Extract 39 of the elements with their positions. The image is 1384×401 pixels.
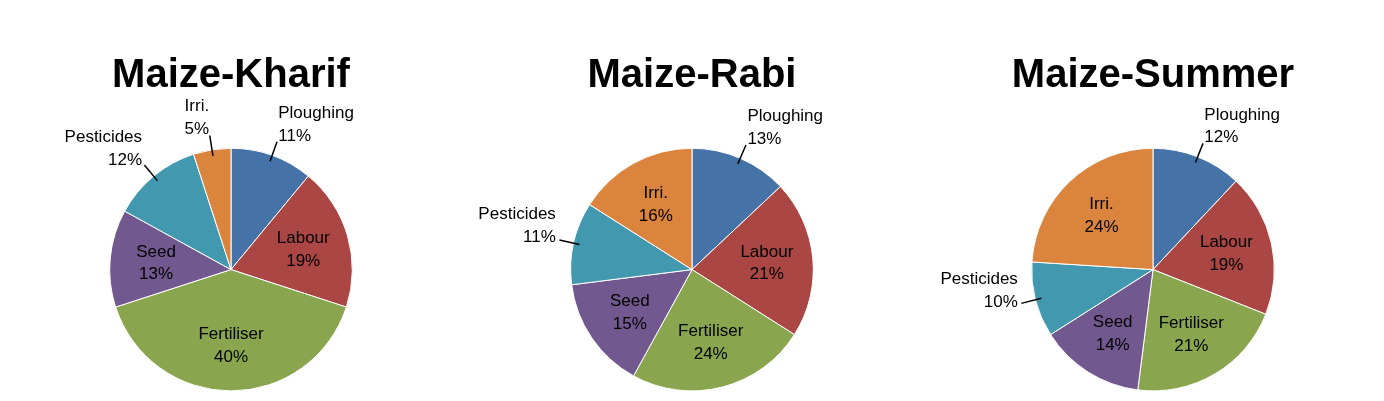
data-label: 14%	[1095, 334, 1130, 354]
slice-label: Ploughing	[1204, 104, 1280, 124]
data-label: 24%	[1084, 216, 1119, 236]
slice-label: Fertiliser	[198, 323, 264, 343]
slice-label: Pesticides	[940, 268, 1018, 288]
slice-label: Irri.	[1089, 193, 1114, 213]
data-label: 40%	[213, 346, 249, 366]
slice-label: Seed	[1092, 312, 1133, 332]
data-label: 12%	[1204, 127, 1239, 147]
data-label: 24%	[693, 344, 728, 364]
data-label: 11%	[278, 125, 312, 145]
data-label: 21%	[1174, 336, 1209, 356]
slice-label: Labour	[740, 241, 794, 261]
slice-label: Labour	[1199, 232, 1254, 252]
data-label: 19%	[286, 250, 321, 270]
slice-label: Fertiliser	[678, 321, 744, 341]
data-label: 10%	[983, 291, 1018, 311]
chart-title: Maize-Summer	[1011, 51, 1295, 96]
slice-label: Ploughing	[747, 106, 824, 126]
slice-label: Ploughing	[278, 102, 354, 122]
data-label: 12%	[108, 149, 143, 169]
slice-label: Irri.	[184, 96, 210, 116]
slice-label: Fertiliser	[1158, 313, 1225, 333]
slice-label: Pesticides	[64, 126, 143, 146]
slice-label: Irri.	[643, 182, 669, 202]
data-label: 16%	[638, 205, 673, 225]
data-label: 21%	[749, 264, 784, 284]
slice-label: Labour	[276, 227, 331, 247]
data-label: 11%	[523, 226, 556, 246]
data-label: 19%	[1209, 255, 1244, 275]
chart-title: Maize-Rabi	[587, 51, 797, 96]
data-label: 13%	[747, 129, 782, 149]
data-label: 5%	[184, 119, 210, 139]
slice-label: Seed	[609, 290, 650, 310]
slice-label: Seed	[136, 241, 176, 261]
chart-title: Maize-Kharif	[112, 51, 351, 96]
data-label: 13%	[139, 264, 174, 284]
slice-label: Pesticides	[478, 203, 556, 223]
data-label: 15%	[612, 313, 647, 333]
